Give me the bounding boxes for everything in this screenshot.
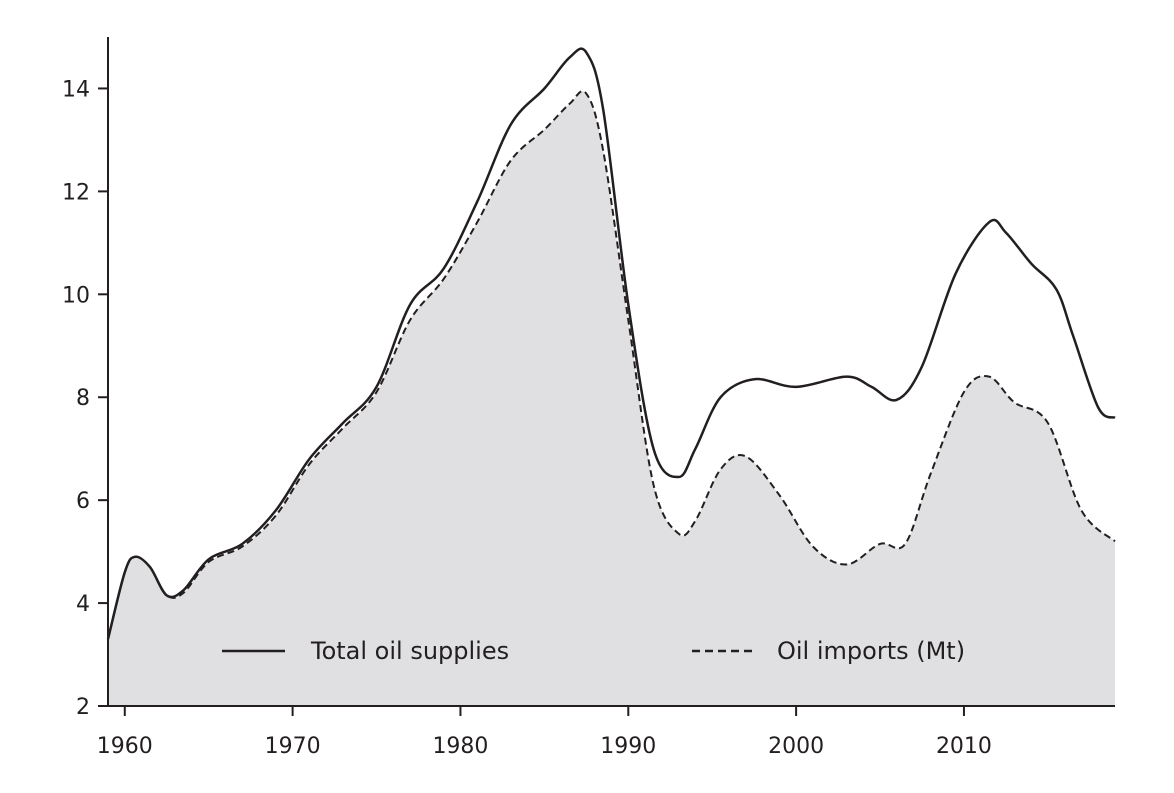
x-tick-label: 1990 — [600, 734, 656, 759]
series-total-oil-supplies — [106, 47, 1116, 640]
y-tick-label: 14 — [62, 77, 90, 102]
y-tick-label: 6 — [76, 489, 90, 514]
x-tick-label: 1960 — [97, 734, 153, 759]
y-tick-label: 8 — [76, 386, 90, 411]
x-tick-label: 2000 — [768, 734, 824, 759]
plot-area: 2 4 6 8 10 12 14 1960 1970 1980 1990 2000 2010 — [62, 37, 1116, 759]
legend: Total oil supplies Oil imports (Mt) — [222, 637, 965, 665]
y-tick-label: 10 — [62, 283, 90, 308]
series-oil-imports — [107, 90, 1116, 640]
y-tick-label: 12 — [62, 180, 90, 205]
x-tick-label: 2010 — [936, 734, 992, 759]
legend-oil-imports: Oil imports (Mt) — [777, 637, 965, 665]
legend-total-oil-supplies: Total oil supplies — [310, 637, 509, 665]
area-oil-imports — [108, 91, 1115, 706]
y-tick-label: 2 — [76, 695, 90, 720]
y-tick-label: 4 — [76, 592, 90, 617]
x-tick-label: 1970 — [265, 734, 321, 759]
x-tick-label: 1980 — [432, 734, 488, 759]
